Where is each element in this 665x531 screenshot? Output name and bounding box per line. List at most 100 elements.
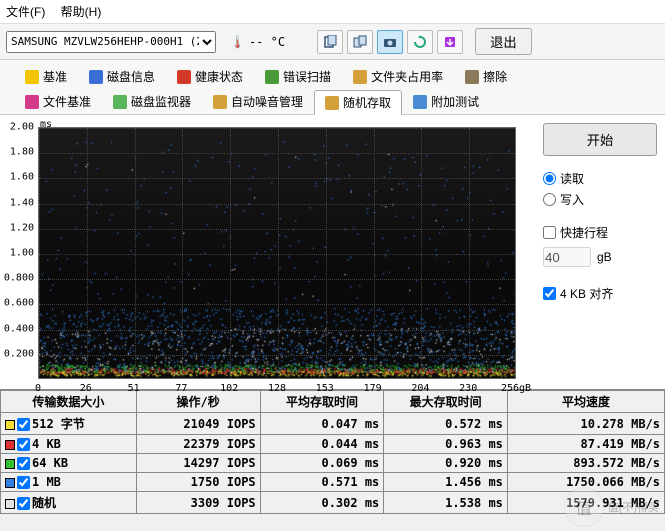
x-tick-label: 230 <box>459 383 477 394</box>
y-axis-labels: 2.001.801.601.401.201.000.8000.6000.4000… <box>4 119 36 379</box>
align-label: 4 KB 对齐 <box>560 285 613 302</box>
refresh-icon[interactable] <box>407 30 433 54</box>
y-tick-label: 1.80 <box>10 147 34 158</box>
tab-自动噪音管理[interactable]: 自动噪音管理 <box>202 89 314 114</box>
y-tick-label: 1.00 <box>10 248 34 259</box>
tab-icon <box>353 70 367 84</box>
row-speed: 87.419 MB/s <box>507 435 664 454</box>
legend-swatch <box>5 420 15 430</box>
tab-错误扫描[interactable]: 错误扫描 <box>254 64 342 89</box>
legend-swatch <box>5 478 15 488</box>
tab-label: 健康状态 <box>195 68 243 85</box>
grid-line-v <box>39 128 40 378</box>
x-tick-label: 26 <box>80 383 92 394</box>
grid-line-v <box>182 128 183 378</box>
grid-line-h <box>39 330 515 331</box>
row-size-cell: 512 字节 <box>1 413 137 435</box>
copy2-icon[interactable] <box>347 30 373 54</box>
side-panel: 开始 读取 写入 快捷行程 gB 4 KB 对齐 <box>535 115 665 389</box>
menu-file[interactable]: 文件(F) <box>6 5 45 19</box>
x-axis-unit: 256gB <box>501 383 531 394</box>
tab-擦除[interactable]: 擦除 <box>454 64 518 89</box>
row-speed: 893.572 MB/s <box>507 454 664 473</box>
grid-line-v <box>421 128 422 378</box>
grid-line-v <box>374 128 375 378</box>
row-checkbox[interactable] <box>17 497 30 510</box>
row-iops: 22379 IOPS <box>136 435 260 454</box>
menu-help[interactable]: 帮助(H) <box>61 5 102 19</box>
table-row: 512 字节21049 IOPS0.047 ms0.572 ms10.278 M… <box>1 413 665 435</box>
tab-label: 错误扫描 <box>283 68 331 85</box>
chart-box: ms 2.001.801.601.401.201.000.8000.6000.4… <box>4 119 522 389</box>
grid-line-v <box>135 128 136 378</box>
grid-line-h <box>39 128 515 129</box>
tab-随机存取[interactable]: 随机存取 <box>314 90 402 115</box>
tab-label: 基准 <box>43 68 67 85</box>
tab-附加测试[interactable]: 附加测试 <box>402 89 490 114</box>
y-tick-label: 1.60 <box>10 172 34 183</box>
row-size-cell: 4 KB <box>1 435 137 454</box>
size-spinner[interactable] <box>543 247 591 267</box>
temperature-display: 🌡️ -- °C <box>230 35 285 49</box>
scatter-plot <box>38 127 516 379</box>
x-tick-label: 0 <box>35 383 41 394</box>
tab-文件基准[interactable]: 文件基准 <box>14 89 102 114</box>
y-tick-label: 0.200 <box>4 348 34 359</box>
tab-健康状态[interactable]: 健康状态 <box>166 64 254 89</box>
watermark: 值 值(不)得买 <box>564 487 659 527</box>
row-checkbox[interactable] <box>17 457 30 470</box>
x-tick-label: 102 <box>220 383 238 394</box>
row-checkbox[interactable] <box>17 476 30 489</box>
x-tick-label: 153 <box>316 383 334 394</box>
tab-磁盘监视器[interactable]: 磁盘监视器 <box>102 89 202 114</box>
row-avg: 0.044 ms <box>260 435 384 454</box>
row-size-cell: 随机 <box>1 492 137 514</box>
read-label: 读取 <box>560 170 584 187</box>
copy-icon[interactable] <box>317 30 343 54</box>
row-avg: 0.069 ms <box>260 454 384 473</box>
row-avg: 0.571 ms <box>260 473 384 492</box>
start-button[interactable]: 开始 <box>543 123 657 156</box>
quick-checkbox[interactable] <box>543 226 556 239</box>
row-iops: 21049 IOPS <box>136 413 260 435</box>
read-radio[interactable] <box>543 172 556 185</box>
exit-button[interactable]: 退出 <box>475 28 532 55</box>
write-label: 写入 <box>560 191 584 208</box>
grid-line-h <box>39 355 515 356</box>
tab-bar: 基准磁盘信息 健康状态 错误扫描文件夹占用率擦除文件基准磁盘监视器 自动噪音管理 随机存… <box>0 60 665 115</box>
grid-line-v <box>230 128 231 378</box>
x-tick-label: 77 <box>175 383 187 394</box>
legend-swatch <box>5 499 15 509</box>
table-row: 64 KB14297 IOPS0.069 ms0.920 ms893.572 M… <box>1 454 665 473</box>
row-checkbox[interactable] <box>17 438 30 451</box>
row-max: 0.963 ms <box>384 435 508 454</box>
tab-label: 自动噪音管理 <box>231 93 303 110</box>
row-checkbox[interactable] <box>17 418 30 431</box>
grid-line-h <box>39 204 515 205</box>
tab-磁盘信息[interactable]: 磁盘信息 <box>78 64 166 89</box>
grid-line-v <box>469 128 470 378</box>
grid-line-h <box>39 229 515 230</box>
align-checkbox[interactable] <box>543 287 556 300</box>
tab-icon <box>325 96 339 110</box>
tab-label: 随机存取 <box>343 94 391 111</box>
grid-line-v <box>326 128 327 378</box>
row-max: 0.920 ms <box>384 454 508 473</box>
legend-swatch <box>5 440 15 450</box>
tab-label: 附加测试 <box>431 93 479 110</box>
drive-select[interactable]: SAMSUNG MZVLW256HEHP-000H1 (256 g) <box>6 31 216 53</box>
write-radio[interactable] <box>543 193 556 206</box>
grid-line-h <box>39 254 515 255</box>
tab-icon <box>213 95 227 109</box>
tab-icon <box>113 95 127 109</box>
camera-icon[interactable] <box>377 30 403 54</box>
watermark-icon: 值 <box>564 487 604 527</box>
watermark-text: 值(不)得买 <box>608 499 659 515</box>
tab-文件夹占用率[interactable]: 文件夹占用率 <box>342 64 454 89</box>
down-icon[interactable] <box>437 30 463 54</box>
tab-基准[interactable]: 基准 <box>14 64 78 89</box>
x-tick-label: 179 <box>364 383 382 394</box>
row-max: 1.538 ms <box>384 492 508 514</box>
y-tick-label: 0.400 <box>4 323 34 334</box>
temperature-value: -- °C <box>249 35 285 49</box>
